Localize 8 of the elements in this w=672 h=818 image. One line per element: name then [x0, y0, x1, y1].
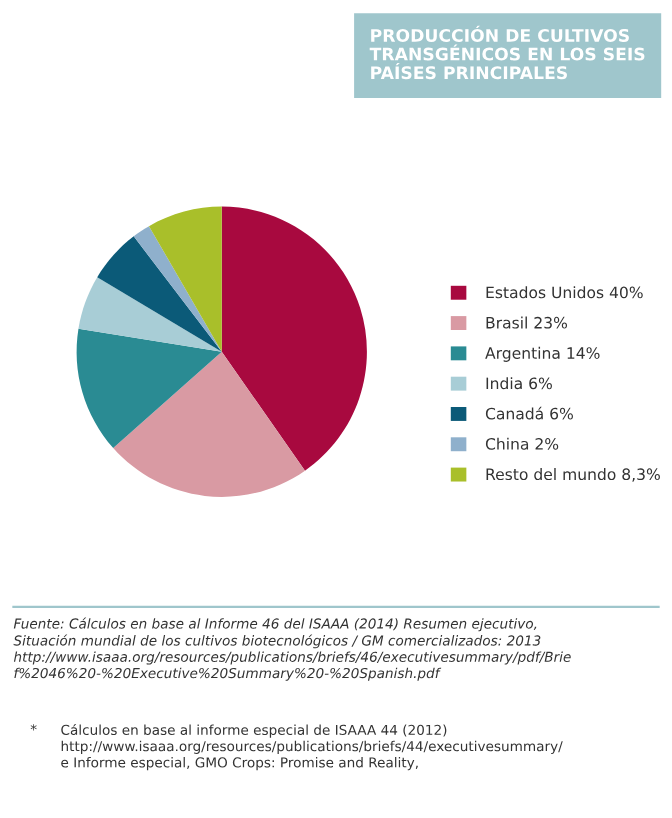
pie-slice	[221, 206, 367, 471]
pie-slice	[148, 206, 222, 352]
chart-title: PRODUCCIÓN DE CULTIVOS TRANSGÉNICOS EN LOS SEIS PAÍSES PRINCIPALES	[369, 25, 645, 80]
pie-slice	[97, 236, 222, 352]
pie-slice	[76, 328, 222, 449]
pie-slice	[133, 226, 222, 352]
pie-slice	[113, 351, 305, 497]
pie-slice	[78, 277, 222, 352]
